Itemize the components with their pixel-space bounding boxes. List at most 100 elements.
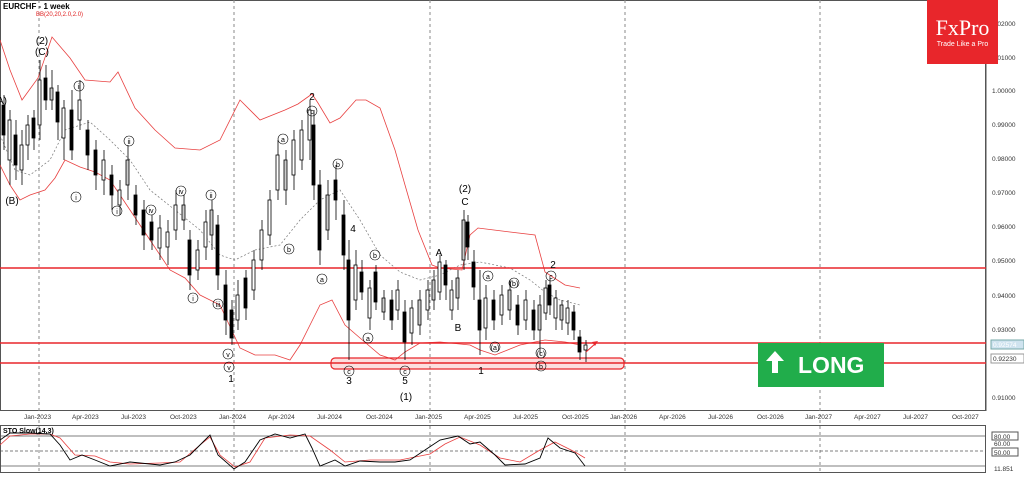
svg-text:Jul-2023: Jul-2023: [121, 414, 146, 421]
svg-text:3: 3: [346, 376, 352, 387]
oscillator-label: STO Slow(14,3): [3, 428, 54, 435]
svg-text:a: a: [486, 274, 490, 281]
support-price-label: 0.92230: [993, 356, 1017, 363]
svg-text:1.02000: 1.02000: [992, 21, 1016, 28]
svg-text:(2): (2): [459, 184, 471, 195]
svg-text:B: B: [455, 323, 462, 334]
svg-text:5: 5: [402, 376, 408, 387]
svg-text:1.01000: 1.01000: [992, 55, 1016, 62]
sto-signal-line: [0, 433, 586, 468]
svg-text:b: b: [373, 253, 377, 260]
logo-tagline: Trade Like a Pro: [936, 41, 989, 48]
svg-text:c: c: [549, 274, 553, 281]
svg-text:50.00: 50.00: [994, 450, 1011, 457]
svg-text:(a): (a): [491, 345, 500, 352]
svg-text:0.94000: 0.94000: [992, 293, 1016, 300]
svg-text:i: i: [116, 209, 118, 216]
signal-label: LONG: [798, 351, 865, 378]
svg-text:iv: iv: [178, 189, 184, 196]
svg-text:Oct-2026: Oct-2026: [757, 414, 784, 421]
svg-text:a: a: [320, 277, 324, 284]
svg-text:Apr-2026: Apr-2026: [659, 414, 686, 421]
projection-arrowhead-icon: [592, 341, 598, 346]
svg-text:b: b: [336, 162, 340, 169]
support-price-tag: [990, 353, 1024, 364]
svg-text:v: v: [226, 352, 230, 359]
svg-text:2: 2: [309, 92, 315, 103]
svg-text:Jan-2023: Jan-2023: [24, 414, 51, 421]
svg-text:v: v: [227, 365, 231, 372]
osc-axis-labels: 80.00 60.00 50.00 11.851: [991, 431, 1019, 473]
svg-text:Jan-2024: Jan-2024: [219, 414, 246, 421]
svg-text:ii: ii: [209, 193, 213, 200]
svg-text:Apr-2027: Apr-2027: [854, 414, 881, 421]
svg-text:c: c: [310, 109, 314, 116]
svg-text:0.91000: 0.91000: [992, 395, 1016, 402]
svg-text:80.00: 80.00: [994, 434, 1011, 441]
svg-text:Apr-2024: Apr-2024: [268, 414, 295, 421]
fxpro-logo: FxPro Trade Like a Pro: [927, 0, 998, 64]
current-price-tag: [990, 339, 1024, 350]
svg-text:0.96000: 0.96000: [992, 224, 1016, 231]
svg-text:a: a: [281, 137, 285, 144]
chart-title: EURCHF - 1 week: [3, 2, 70, 11]
svg-text:(c): (c): [537, 351, 545, 358]
svg-text:Jan-2027: Jan-2027: [805, 414, 832, 421]
bb-middle: [0, 121, 581, 306]
svg-text:i: i: [192, 296, 194, 303]
svg-text:4: 4: [350, 224, 356, 235]
wave-labels: (2)(C) A)(B) 24 3 5(1) (2)C AB 11 2: [0, 36, 556, 403]
svg-text:(C): (C): [35, 47, 49, 58]
svg-text:Oct-2024: Oct-2024: [366, 414, 393, 421]
svg-text:Oct-2027: Oct-2027: [952, 414, 979, 421]
y-axis-labels: 1.02000 1.01000 1.00000 0.99000 0.98000 …: [992, 21, 1016, 402]
svg-text:Jul-2024: Jul-2024: [317, 414, 342, 421]
current-price-label: 0.92574: [993, 342, 1017, 349]
svg-text:Oct-2025: Oct-2025: [562, 414, 589, 421]
indicator-label: BB(20,20,2.0,2.0): [36, 12, 84, 18]
svg-text:Jul-2025: Jul-2025: [513, 414, 538, 421]
svg-text:0.98000: 0.98000: [992, 156, 1016, 163]
year-dividers: [38, 0, 821, 474]
svg-text:1: 1: [228, 374, 234, 385]
svg-text:iii: iii: [216, 302, 221, 309]
svg-text:Jan-2025: Jan-2025: [415, 414, 442, 421]
svg-text:Apr-2025: Apr-2025: [464, 414, 491, 421]
svg-text:A: A: [436, 248, 443, 259]
svg-text:(1): (1): [400, 392, 412, 403]
svg-text:C: C: [461, 197, 468, 208]
svg-text:11.851: 11.851: [994, 466, 1014, 473]
logo-brand: FxPro: [935, 15, 990, 40]
svg-text:Oct-2023: Oct-2023: [170, 414, 197, 421]
svg-text:i: i: [75, 195, 77, 202]
svg-text:b: b: [539, 364, 543, 371]
osc-plot-frame: [0, 425, 986, 473]
svg-text:A): A): [0, 96, 7, 107]
bb-lower: [0, 159, 581, 361]
svg-text:iv: iv: [148, 208, 154, 215]
svg-text:c: c: [403, 369, 407, 376]
svg-text:Jul-2027: Jul-2027: [903, 414, 928, 421]
arrow-up-icon: [766, 351, 784, 379]
candles: [1, 60, 588, 362]
svg-text:1.00000: 1.00000: [992, 88, 1016, 95]
svg-text:2: 2: [550, 260, 556, 271]
svg-text:(b): (b): [510, 281, 519, 288]
svg-text:Apr-2023: Apr-2023: [72, 414, 99, 421]
svg-text:b: b: [287, 247, 291, 254]
sto-main-line: [0, 432, 586, 470]
svg-text:60.00: 60.00: [994, 441, 1011, 448]
svg-text:(2): (2): [36, 36, 48, 47]
svg-text:Jan-2026: Jan-2026: [610, 414, 637, 421]
svg-text:(B): (B): [5, 196, 18, 207]
svg-text:0.93000: 0.93000: [992, 327, 1016, 334]
svg-text:ii: ii: [127, 139, 131, 146]
svg-text:1: 1: [478, 366, 484, 377]
svg-text:0.95000: 0.95000: [992, 258, 1016, 265]
svg-text:a: a: [366, 336, 370, 343]
svg-text:ii: ii: [77, 84, 81, 91]
x-axis-labels: Jan-2023 Apr-2023 Jul-2023 Oct-2023 Jan-202…: [24, 414, 979, 421]
long-signal-badge: LONG: [758, 343, 884, 387]
